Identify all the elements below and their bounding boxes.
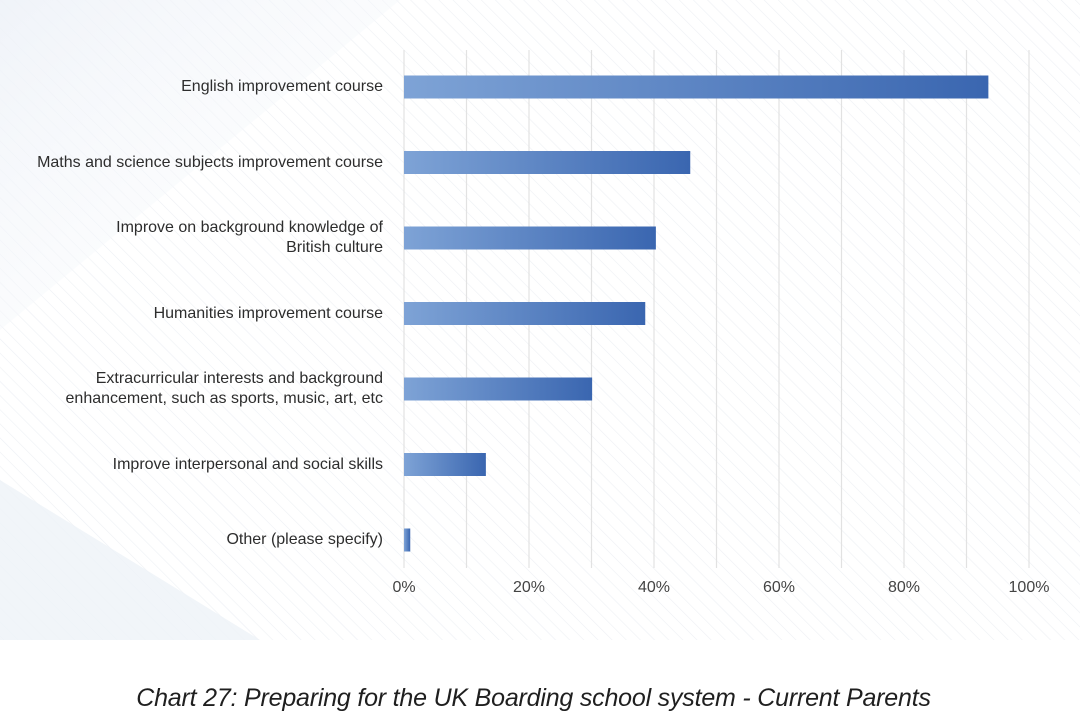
bars — [404, 75, 989, 552]
x-tick-label: 20% — [512, 579, 546, 596]
category-label: Humanities improvement course — [153, 304, 383, 322]
bar — [404, 453, 486, 476]
category-label: Improve interpersonal and social skills — [112, 455, 383, 473]
bar — [404, 377, 593, 401]
category-label: Maths and science subjects improvement c… — [37, 153, 383, 171]
chart-caption: Chart 27: Preparing for the UK Boarding … — [136, 684, 931, 712]
category-label: Improve on background knowledge of Briti… — [116, 219, 383, 256]
category-label: Other (please specify) — [226, 531, 383, 548]
bar — [404, 151, 691, 174]
bar — [404, 302, 646, 325]
category-label: Extracurricular interests and background… — [65, 370, 383, 407]
bar — [404, 528, 411, 552]
x-tick-label: 0% — [392, 579, 416, 596]
x-tick-label: 100% — [1008, 579, 1050, 596]
category-label: English improvement course — [181, 78, 383, 95]
bar — [404, 226, 656, 250]
x-tick-label: 80% — [887, 579, 921, 596]
bar — [404, 75, 989, 99]
x-tick-label: 40% — [637, 579, 671, 596]
x-tick-label: 60% — [762, 579, 796, 596]
